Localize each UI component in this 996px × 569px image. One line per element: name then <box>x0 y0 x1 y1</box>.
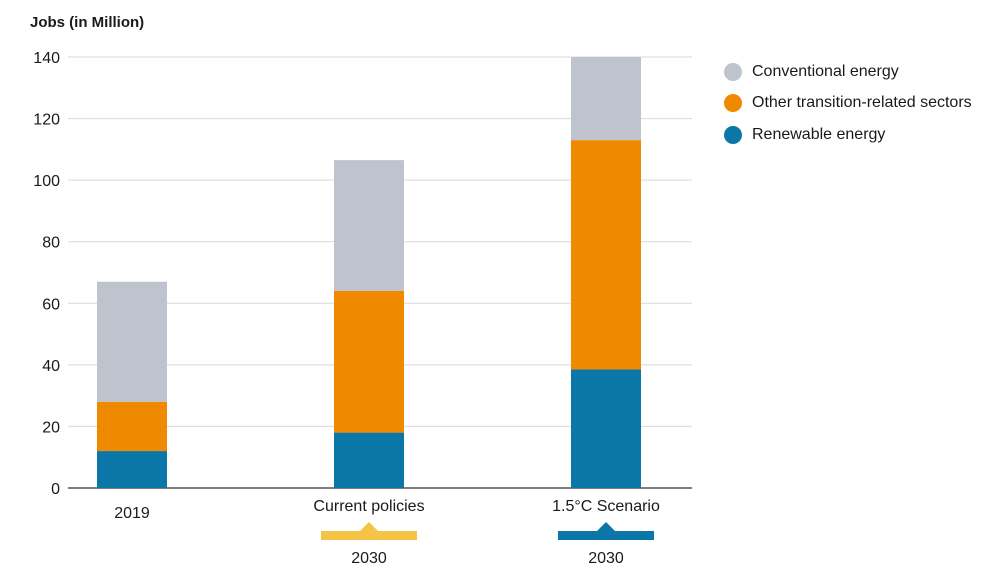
y-tick-label: 60 <box>42 296 60 313</box>
bar-other-transition-related-sectors <box>97 401 167 452</box>
legend-label: Other transition-related sectors <box>752 94 972 112</box>
bar-renewable-energy <box>97 451 167 488</box>
legend-label: Renewable energy <box>752 125 886 143</box>
x-year-label: 2030 <box>588 550 624 567</box>
x-tick-label: 1.5°C Scenario <box>552 498 660 515</box>
y-tick-label: 20 <box>42 419 60 436</box>
y-axis-title: Jobs (in Million) <box>30 14 145 31</box>
bar-renewable-energy <box>571 369 641 488</box>
legend-swatch <box>724 94 742 113</box>
bar-renewable-energy <box>334 432 404 488</box>
legend-item: Renewable energy <box>724 119 972 151</box>
scenario-marker <box>558 522 654 540</box>
bar-conventional-energy <box>571 57 641 141</box>
legend-item: Conventional energy <box>724 56 972 88</box>
legend-label: Conventional energy <box>752 62 899 80</box>
y-tick-label: 120 <box>33 112 60 129</box>
y-tick-label: 80 <box>42 235 60 252</box>
y-tick-label: 140 <box>33 50 60 67</box>
y-tick-label: 0 <box>51 481 60 498</box>
y-tick-label: 100 <box>33 173 60 190</box>
x-tick-label: 2019 <box>114 505 150 522</box>
x-tick-label: Current policies <box>313 498 424 515</box>
bar-conventional-energy <box>97 281 167 402</box>
bar-other-transition-related-sectors <box>571 140 641 370</box>
y-tick-label: 40 <box>42 358 60 375</box>
x-year-label: 2030 <box>351 550 387 567</box>
legend-swatch <box>724 62 742 81</box>
legend: Conventional energy Other transition-rela… <box>724 56 972 151</box>
legend-item: Other transition-related sectors <box>724 88 972 120</box>
scenario-marker <box>321 522 417 540</box>
legend-swatch <box>724 125 742 144</box>
bar-conventional-energy <box>334 160 404 291</box>
bar-other-transition-related-sectors <box>334 290 404 433</box>
